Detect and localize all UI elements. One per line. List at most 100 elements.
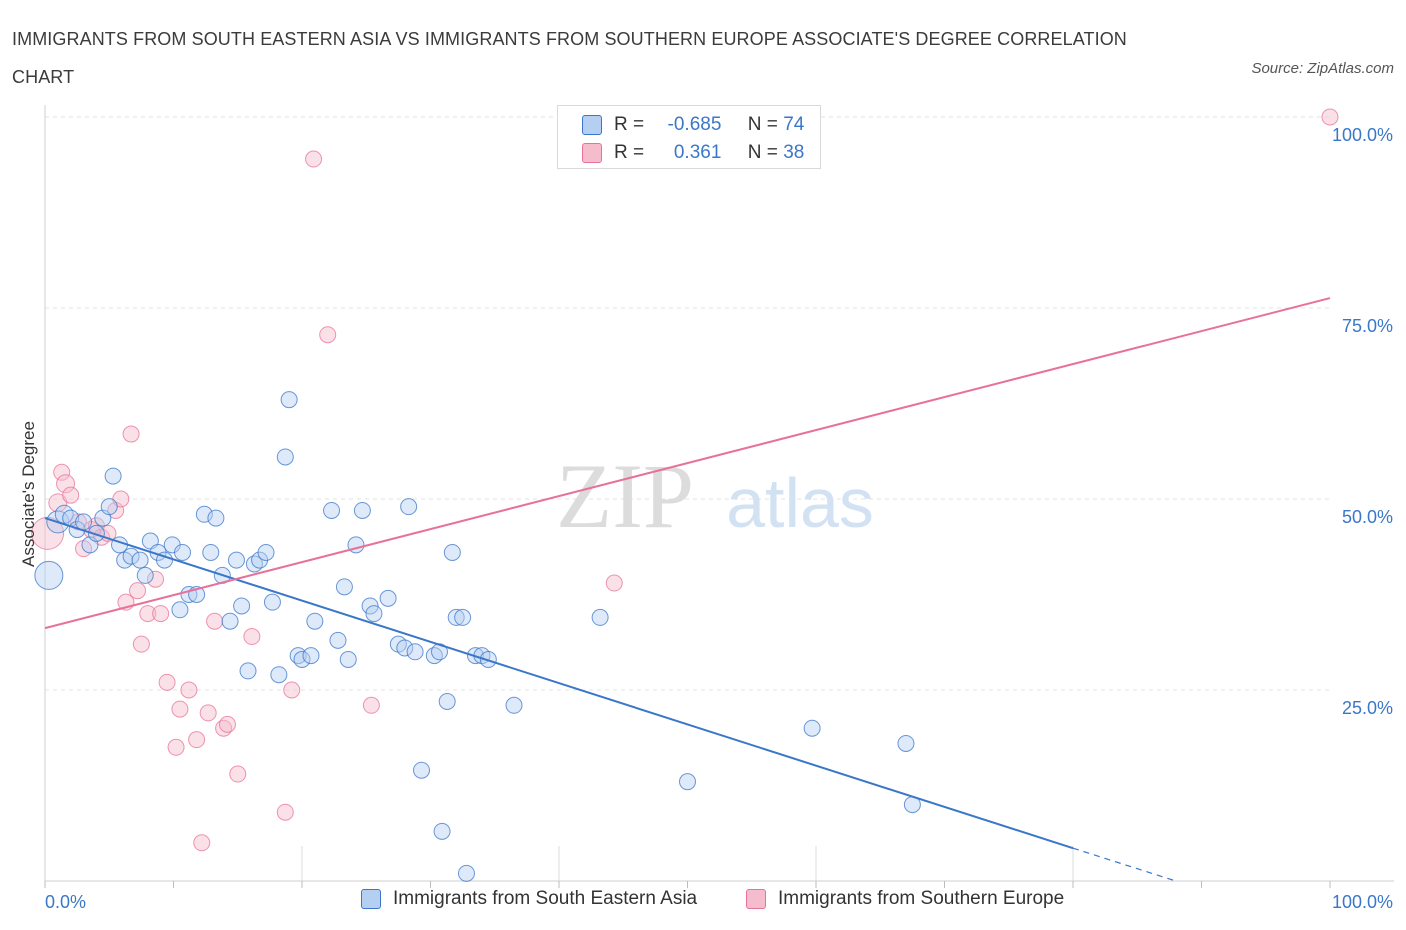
correlation-legend: R = -0.685 N = 74 R = 0.361 N = 38	[557, 105, 821, 169]
legend-swatch-pink	[582, 143, 602, 163]
pink-data-point	[152, 605, 170, 623]
pink-data-point	[180, 681, 198, 699]
blue-data-point	[233, 597, 251, 615]
blue-data-point	[443, 543, 461, 561]
blue-data-point	[104, 467, 122, 485]
pink-data-point	[171, 700, 189, 718]
watermark: ZIP atlas	[556, 445, 874, 547]
blue-data-point	[136, 566, 154, 584]
pink-data-point	[132, 635, 150, 653]
blue-data-point	[897, 734, 915, 752]
blue-data-point	[379, 589, 397, 607]
blue-trend-line	[44, 517, 1074, 850]
y-tick-label: 75.0%	[1342, 316, 1393, 336]
blue-data-point	[396, 639, 414, 657]
y-tick-label: 100.0%	[1332, 125, 1393, 145]
blue-data-point	[293, 650, 311, 668]
pink-data-point	[1321, 108, 1339, 126]
blue-data-point	[591, 608, 609, 626]
pink-data-point	[158, 673, 176, 691]
pink-data-point	[193, 834, 211, 852]
pink-data-point	[305, 150, 323, 168]
blue-data-point	[679, 773, 696, 791]
blue-data-point	[221, 612, 239, 630]
pink-series-points	[31, 108, 1339, 852]
series-label-blue: Immigrants from South Eastern Asia	[393, 888, 698, 909]
series-swatch-blue	[361, 889, 381, 909]
x-tick-label: 100.0%	[1332, 892, 1393, 912]
blue-data-point	[803, 719, 821, 737]
blue-data-point	[413, 761, 431, 779]
y-axis-label: Associate's Degree	[19, 421, 38, 567]
legend-row-pink: R = 0.361 N = 38	[582, 140, 804, 166]
blue-data-point	[87, 524, 105, 542]
pink-data-point	[243, 628, 261, 646]
pink-data-point	[122, 425, 140, 443]
series-legend: Immigrants from South Eastern Asia Immig…	[0, 888, 1406, 916]
x-tick-label: 0.0%	[45, 892, 86, 912]
y-tick-label: 25.0%	[1342, 698, 1393, 718]
blue-data-point	[276, 448, 294, 466]
pink-data-point	[206, 612, 224, 630]
blue-data-point	[433, 822, 451, 840]
legend-n-label: N =	[747, 114, 778, 135]
pink-data-point	[53, 463, 71, 481]
blue-data-point	[454, 608, 472, 626]
blue-data-point	[339, 650, 357, 668]
series-legend-pink: Immigrants from Southern Europe	[746, 888, 1064, 910]
pink-data-point	[129, 582, 147, 600]
blue-data-point	[335, 578, 353, 596]
legend-swatch-blue	[582, 115, 602, 135]
series-swatch-pink	[746, 889, 766, 909]
pink-data-point	[218, 715, 236, 733]
pink-data-point	[167, 738, 185, 756]
legend-n-label: N =	[747, 142, 778, 163]
tick-labels: 25.0% 50.0% 75.0% 100.0% 0.0% 100.0%	[45, 125, 1393, 912]
y-tick-label: 50.0%	[1342, 507, 1393, 527]
blue-data-point	[75, 513, 93, 531]
pink-data-point	[188, 731, 206, 749]
source-note: Source: ZipAtlas.com	[1251, 60, 1394, 77]
pink-data-point	[56, 474, 76, 494]
pink-data-point	[48, 493, 68, 513]
pink-data-point	[229, 765, 247, 783]
legend-r-value-blue: -0.685	[667, 114, 722, 135]
pink-data-point	[605, 574, 623, 592]
blue-data-point	[207, 509, 225, 527]
blue-series-points	[34, 391, 921, 882]
series-legend-blue: Immigrants from South Eastern Asia	[361, 888, 697, 910]
blue-data-point	[302, 647, 320, 665]
blue-trend-extension	[1072, 847, 1176, 882]
chart-title: IMMIGRANTS FROM SOUTH EASTERN ASIA VS IM…	[12, 29, 1127, 87]
blue-data-point	[438, 692, 456, 710]
blue-data-point	[202, 543, 220, 561]
blue-data-point	[131, 551, 149, 569]
pink-data-point	[139, 605, 157, 623]
axes	[44, 105, 1394, 888]
blue-data-point	[447, 608, 465, 626]
legend-row-blue: R = -0.685 N = 74	[582, 112, 804, 138]
watermark-atlas: atlas	[726, 464, 874, 542]
blue-data-point	[239, 662, 257, 680]
watermark-zip: ZIP	[556, 445, 694, 547]
pink-data-point	[62, 486, 80, 504]
pink-data-point	[362, 696, 380, 714]
blue-data-point	[270, 666, 288, 684]
pink-data-point	[276, 803, 294, 821]
blue-data-point	[505, 696, 523, 714]
legend-n-value-pink: 38	[783, 142, 805, 163]
blue-data-point	[171, 601, 189, 619]
trend-lines	[44, 297, 1331, 882]
blue-data-point	[361, 597, 379, 615]
pink-data-point	[319, 326, 337, 344]
blue-data-point	[257, 543, 275, 561]
blue-data-point	[34, 560, 64, 590]
blue-data-point	[100, 498, 118, 516]
blue-data-point	[122, 547, 140, 565]
pink-data-point	[147, 570, 165, 588]
blue-data-point	[173, 543, 191, 561]
blue-data-point	[353, 501, 371, 519]
blue-data-point	[227, 551, 245, 569]
legend-n-value-blue: 74	[783, 114, 805, 135]
